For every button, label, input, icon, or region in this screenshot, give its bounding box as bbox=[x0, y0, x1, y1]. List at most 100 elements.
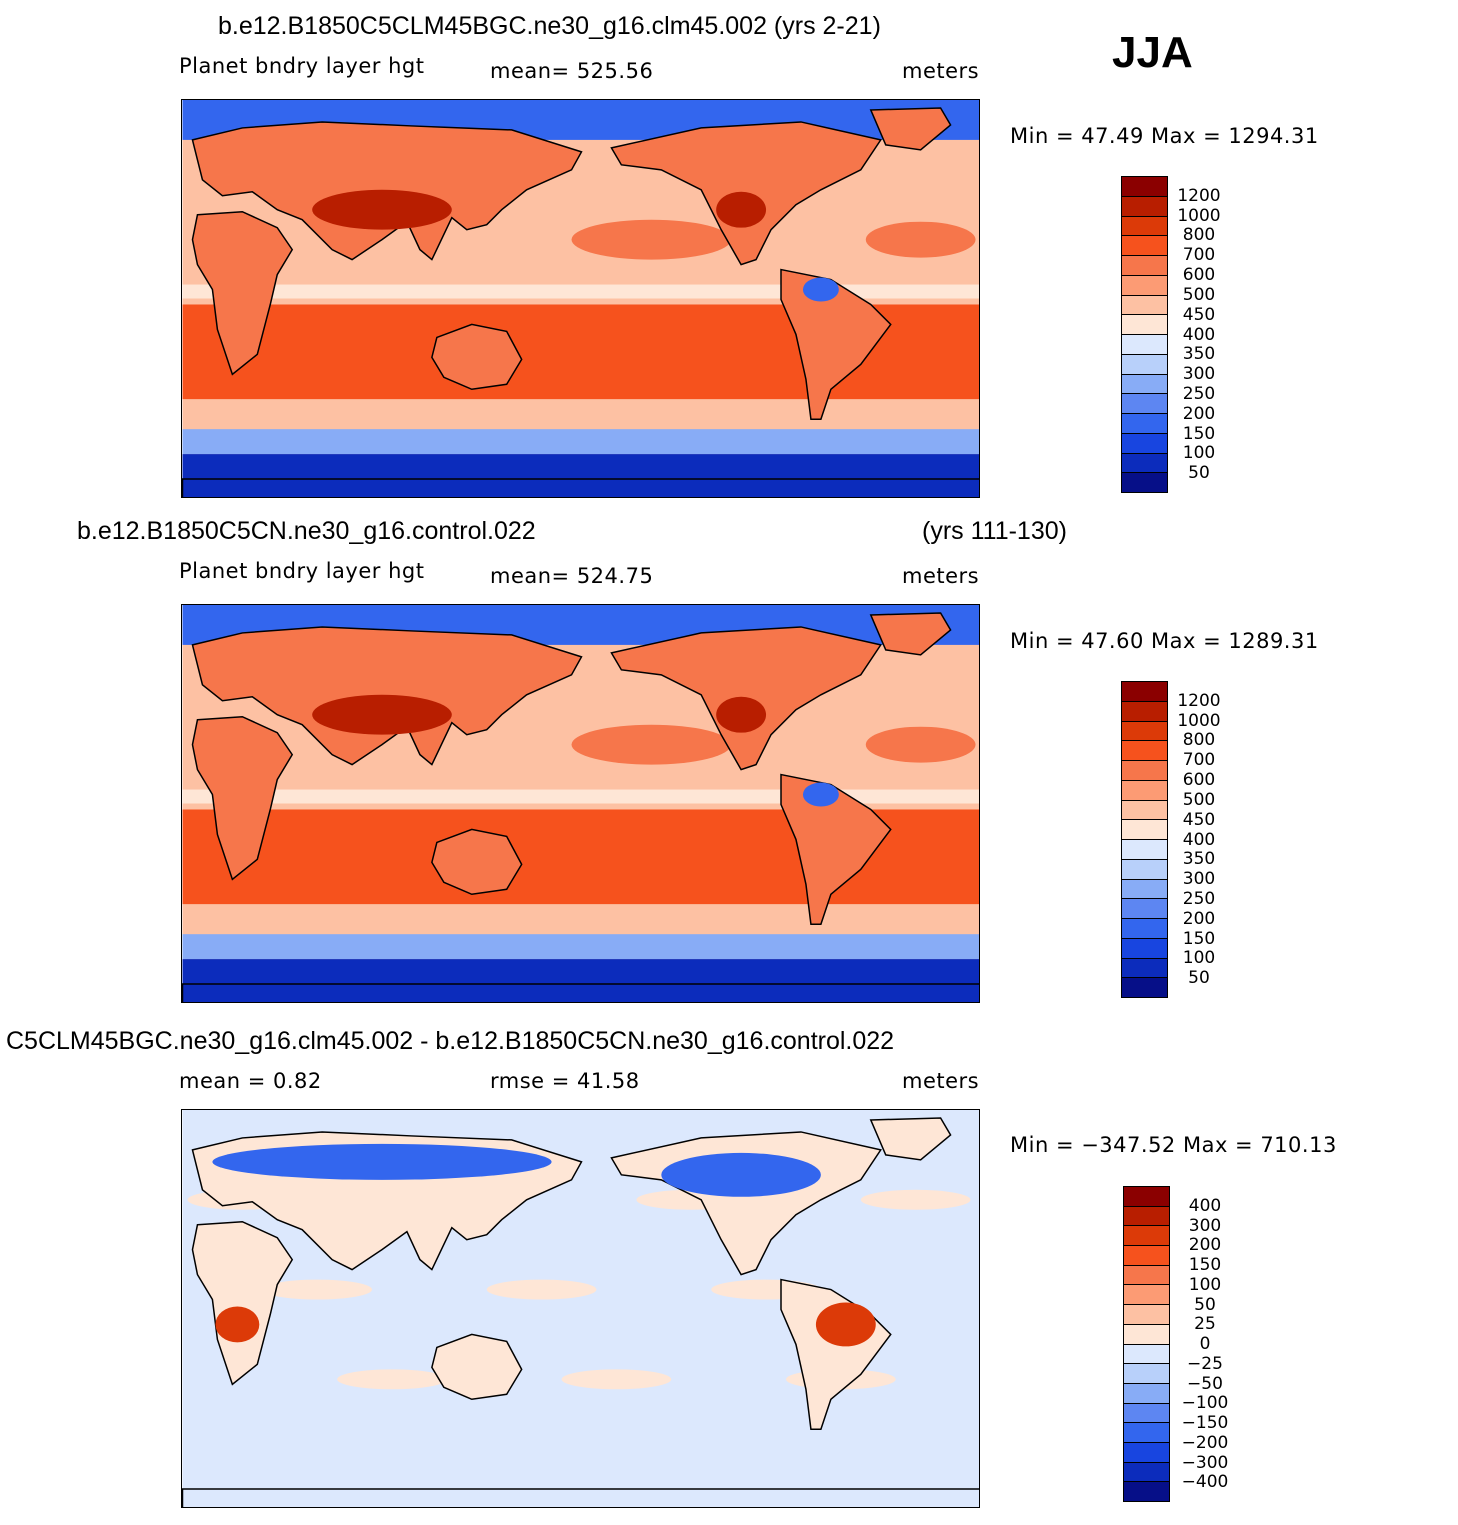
colorbar-swatch bbox=[1124, 1225, 1169, 1246]
continent-outline bbox=[431, 323, 523, 391]
panel-2-years: (yrs 111-130) bbox=[922, 517, 1067, 545]
colorbar-swatch bbox=[1122, 819, 1167, 839]
continent-outline bbox=[780, 268, 892, 420]
colorbar-swatch bbox=[1124, 1284, 1169, 1305]
colorbar-swatch bbox=[1122, 177, 1167, 196]
equatorial-band bbox=[182, 284, 979, 299]
panel-2-units-label: meters bbox=[902, 564, 980, 588]
continent-outline bbox=[431, 828, 523, 896]
southern-cool-band bbox=[182, 429, 979, 455]
colorbar-swatch bbox=[1122, 235, 1167, 255]
continent-outline bbox=[182, 983, 979, 1002]
diff-patch bbox=[860, 1189, 971, 1210]
colorbar-label: 200 bbox=[1188, 1235, 1222, 1256]
panel-1-map-svg bbox=[182, 100, 979, 497]
colorbar-label: 350 bbox=[1182, 344, 1216, 365]
panel-2-variable-label: Planet bndry layer hgt bbox=[179, 559, 425, 583]
colorbar-label: 50 bbox=[1188, 968, 1210, 989]
colorbar-label: −300 bbox=[1181, 1452, 1229, 1473]
colorbar-label: 300 bbox=[1182, 364, 1216, 385]
colorbar-swatch bbox=[1122, 937, 1167, 958]
pacific-high-region bbox=[571, 219, 732, 260]
colorbar-swatch bbox=[1122, 195, 1167, 216]
colorbar-label: 150 bbox=[1182, 423, 1216, 444]
colorbar-swatch bbox=[1124, 1422, 1169, 1442]
continent-outline bbox=[869, 107, 952, 151]
colorbar-swatch bbox=[1124, 1304, 1169, 1324]
southern-africa-positive bbox=[215, 1306, 260, 1343]
panel-2-map bbox=[181, 604, 980, 1003]
colorbar-label: 50 bbox=[1188, 463, 1210, 484]
colorbar-label: 1200 bbox=[1177, 690, 1221, 711]
colorbar-swatch bbox=[1122, 760, 1167, 780]
colorbar-label: 200 bbox=[1182, 403, 1216, 424]
colorbar-label: −50 bbox=[1187, 1373, 1223, 1394]
colorbar-swatch bbox=[1122, 373, 1167, 394]
panel-2-map-svg bbox=[182, 605, 979, 1002]
colorbar-label: 250 bbox=[1182, 383, 1216, 404]
panel-3-colorbar bbox=[1123, 1186, 1170, 1502]
diff-patch bbox=[262, 1279, 373, 1300]
colorbar-swatch bbox=[1122, 353, 1167, 374]
panel-1-colorbar bbox=[1121, 176, 1168, 493]
southern-cool-band bbox=[182, 934, 979, 960]
colorbar-label: 450 bbox=[1182, 809, 1216, 830]
colorbar-swatch bbox=[1122, 720, 1167, 741]
colorbar-label: 50 bbox=[1194, 1294, 1216, 1315]
panel-1-variable-label: Planet bndry layer hgt bbox=[179, 54, 425, 78]
colorbar-swatch bbox=[1122, 334, 1167, 354]
panel-1-title: b.e12.B1850C5CLM45BGC.ne30_g16.clm45.002… bbox=[218, 12, 881, 40]
colorbar-label: 500 bbox=[1182, 789, 1216, 810]
colorbar-swatch bbox=[1124, 1461, 1169, 1482]
colorbar-label: 500 bbox=[1182, 284, 1216, 305]
colorbar-swatch bbox=[1122, 779, 1167, 800]
colorbar-swatch bbox=[1122, 413, 1167, 433]
colorbar-label: 400 bbox=[1188, 1195, 1222, 1216]
southern-mid-band bbox=[182, 399, 979, 430]
colorbar-swatch bbox=[1124, 1205, 1169, 1226]
colorbar-swatch bbox=[1124, 1481, 1169, 1501]
eurasia-negative bbox=[212, 1143, 552, 1180]
colorbar-swatch bbox=[1122, 957, 1167, 978]
colorbar-label: 450 bbox=[1182, 304, 1216, 325]
colorbar-label: 1000 bbox=[1177, 205, 1221, 226]
colorbar-label: 100 bbox=[1182, 443, 1216, 464]
colorbar-swatch bbox=[1122, 918, 1167, 938]
atlantic-high-region bbox=[865, 221, 976, 258]
colorbar-swatch bbox=[1122, 839, 1167, 859]
diff-patch bbox=[337, 1369, 447, 1390]
amazon-positive bbox=[815, 1302, 876, 1347]
panel-3-map-svg bbox=[182, 1110, 979, 1507]
panel-2-title: b.e12.B1850C5CN.ne30_g16.control.022 bbox=[77, 517, 536, 545]
central-asia-high bbox=[312, 189, 452, 230]
colorbar-label: −400 bbox=[1181, 1472, 1229, 1493]
colorbar-swatch bbox=[1122, 472, 1167, 492]
colorbar-swatch bbox=[1124, 1441, 1169, 1462]
colorbar-label: 200 bbox=[1182, 908, 1216, 929]
colorbar-swatch bbox=[1124, 1187, 1169, 1206]
panel-3-minmax: Min = −347.52 Max = 710.13 bbox=[1010, 1133, 1337, 1157]
colorbar-label: 300 bbox=[1182, 869, 1216, 890]
continent-outline bbox=[191, 210, 294, 376]
colorbar-label: 600 bbox=[1182, 770, 1216, 791]
panel-3-title: C5CLM45BGC.ne30_g16.clm45.002 - b.e12.B1… bbox=[6, 1027, 895, 1055]
colorbar-swatch bbox=[1122, 274, 1167, 295]
continent-outline bbox=[191, 715, 294, 881]
colorbar-label: −25 bbox=[1187, 1353, 1223, 1374]
panel-2-minmax: Min = 47.60 Max = 1289.31 bbox=[1010, 629, 1319, 653]
colorbar-swatch bbox=[1122, 682, 1167, 701]
colorbar-swatch bbox=[1124, 1264, 1169, 1285]
colorbar-swatch bbox=[1124, 1382, 1169, 1403]
colorbar-label: 150 bbox=[1188, 1255, 1222, 1275]
colorbar-label: 400 bbox=[1182, 829, 1216, 850]
colorbar-swatch bbox=[1122, 898, 1167, 918]
colorbar-label: 0 bbox=[1199, 1334, 1211, 1354]
colorbar-label: 150 bbox=[1182, 928, 1216, 949]
amazon-low bbox=[802, 782, 839, 807]
colorbar-swatch bbox=[1122, 215, 1167, 236]
continent-outline bbox=[869, 1117, 952, 1161]
colorbar-label: −150 bbox=[1181, 1413, 1229, 1433]
colorbar-label: 100 bbox=[1188, 1274, 1222, 1295]
colorbar-swatch bbox=[1122, 314, 1167, 334]
colorbar-swatch bbox=[1122, 700, 1167, 721]
